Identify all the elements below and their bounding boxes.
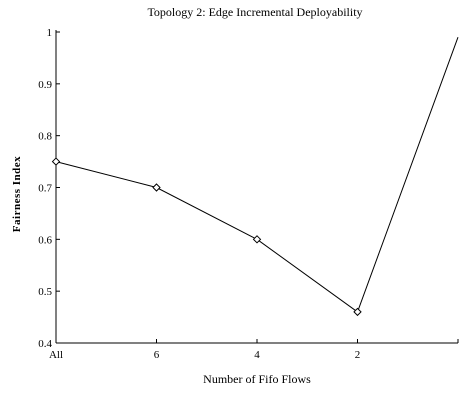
y-tick-label: 0.7 [38, 183, 52, 195]
data-point-marker [152, 183, 161, 192]
y-tick-label: 0.5 [38, 286, 52, 298]
y-tick-label: 0.8 [38, 131, 52, 143]
data-point-marker [51, 157, 61, 166]
x-axis-label: Number of Fifo Flows [203, 372, 311, 386]
series-line [55, 37, 459, 313]
data-point-marker [252, 235, 262, 244]
y-tick-label: 0.9 [38, 79, 52, 91]
y-tick-label: 1 [47, 27, 53, 39]
x-tick-label: 6 [154, 349, 160, 361]
data-point-marker [353, 307, 362, 317]
x-ticks: All 6 4 2 [49, 339, 459, 361]
chart-title: Topology 2: Edge Incremental Deployabili… [147, 5, 362, 19]
y-tick-label: 0.4 [38, 338, 52, 350]
x-tick-label: 2 [355, 349, 361, 361]
series-layer [51, 37, 459, 317]
axes [55, 30, 458, 344]
y-axis-label: Fairness Index [11, 156, 23, 232]
y-tick-label: 0.6 [38, 234, 52, 246]
y-ticks: 0.4 0.5 0.6 0.7 0.8 0.9 1 [38, 27, 60, 350]
x-tick-label: All [49, 349, 63, 361]
x-tick-label: 4 [254, 349, 260, 361]
